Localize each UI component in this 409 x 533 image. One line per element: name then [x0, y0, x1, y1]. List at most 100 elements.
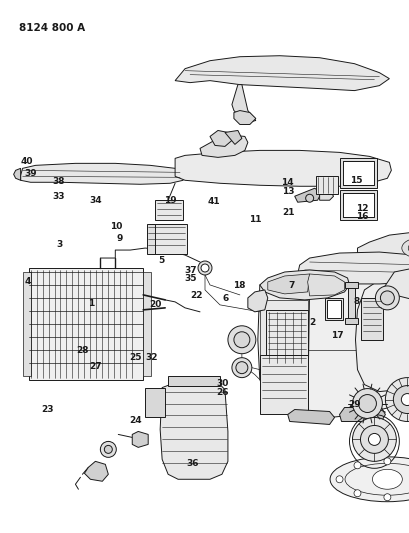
Polygon shape: [233, 110, 255, 125]
Bar: [326, 300, 340, 318]
Circle shape: [235, 362, 247, 374]
Circle shape: [227, 326, 255, 354]
Circle shape: [375, 286, 398, 310]
Text: 30: 30: [216, 379, 228, 388]
Text: 8: 8: [352, 296, 359, 305]
Polygon shape: [175, 56, 389, 91]
Bar: [339, 190, 377, 220]
Text: 15: 15: [349, 176, 362, 185]
Polygon shape: [294, 188, 321, 202]
Ellipse shape: [329, 457, 409, 502]
Text: 36: 36: [186, 458, 198, 467]
Text: 41: 41: [207, 197, 220, 206]
Bar: [155, 200, 183, 220]
Text: 26: 26: [216, 389, 228, 398]
Text: 33: 33: [53, 192, 65, 201]
Text: 38: 38: [53, 177, 65, 186]
Polygon shape: [287, 409, 334, 424]
Polygon shape: [384, 268, 409, 300]
Text: 8124 800 A: 8124 800 A: [18, 23, 85, 33]
Text: 7: 7: [288, 280, 294, 289]
Text: 2: 2: [308, 318, 315, 327]
Text: 10: 10: [110, 222, 122, 231]
Polygon shape: [247, 290, 267, 312]
Circle shape: [305, 194, 313, 202]
Circle shape: [352, 417, 396, 462]
Text: 6: 6: [222, 294, 228, 303]
Text: 16: 16: [355, 212, 368, 221]
Polygon shape: [84, 462, 108, 481]
Text: 21: 21: [282, 208, 294, 217]
Bar: [168, 376, 219, 385]
Polygon shape: [297, 252, 409, 284]
Text: 25: 25: [129, 353, 142, 362]
Bar: [22, 272, 31, 376]
Text: 18: 18: [232, 280, 245, 289]
Circle shape: [357, 394, 375, 413]
Polygon shape: [307, 274, 344, 296]
Ellipse shape: [401, 238, 409, 258]
Circle shape: [352, 389, 382, 418]
Text: 37: 37: [184, 266, 196, 274]
Polygon shape: [357, 232, 409, 265]
Text: 5: 5: [157, 256, 164, 264]
Bar: [361, 298, 382, 340]
Bar: [342, 161, 373, 185]
Text: 32: 32: [145, 353, 158, 362]
Polygon shape: [209, 131, 231, 147]
Text: 4: 4: [25, 277, 31, 286]
Circle shape: [353, 462, 360, 469]
Polygon shape: [13, 168, 20, 180]
Circle shape: [231, 358, 251, 377]
Text: 14: 14: [281, 178, 293, 187]
Polygon shape: [257, 272, 409, 417]
Bar: [152, 224, 187, 254]
Text: 9: 9: [116, 235, 122, 244]
Polygon shape: [200, 135, 247, 157]
Text: 34: 34: [90, 196, 102, 205]
Circle shape: [200, 264, 209, 272]
Text: 29: 29: [347, 400, 360, 409]
Text: 12: 12: [355, 204, 368, 213]
Polygon shape: [225, 131, 241, 144]
Bar: [342, 193, 373, 217]
Circle shape: [233, 332, 249, 348]
Circle shape: [198, 261, 211, 275]
Polygon shape: [339, 408, 384, 422]
Polygon shape: [259, 270, 348, 300]
Ellipse shape: [371, 470, 401, 489]
Text: 11: 11: [249, 215, 261, 224]
Bar: [145, 387, 165, 417]
Text: 24: 24: [129, 416, 142, 425]
Text: 35: 35: [184, 273, 196, 282]
Bar: [259, 354, 307, 415]
Circle shape: [400, 393, 409, 406]
Text: 1: 1: [88, 299, 94, 308]
Text: 17: 17: [330, 331, 343, 340]
Circle shape: [104, 446, 112, 454]
Text: 28: 28: [76, 346, 88, 355]
Polygon shape: [319, 190, 333, 200]
Bar: [344, 318, 357, 324]
Bar: [324, 298, 342, 320]
Text: 3: 3: [56, 240, 63, 249]
Bar: [265, 310, 307, 365]
Circle shape: [392, 385, 409, 414]
Text: 22: 22: [190, 291, 202, 300]
Circle shape: [368, 433, 380, 446]
Circle shape: [335, 476, 342, 483]
Circle shape: [383, 494, 390, 500]
Polygon shape: [259, 300, 307, 394]
Bar: [347, 285, 355, 320]
Bar: [339, 158, 377, 188]
Polygon shape: [160, 382, 227, 479]
Polygon shape: [175, 150, 391, 186]
Text: 13: 13: [281, 187, 293, 196]
Circle shape: [380, 291, 393, 305]
Polygon shape: [132, 431, 148, 447]
Bar: [344, 282, 357, 288]
Bar: [143, 272, 151, 376]
Bar: [315, 176, 337, 194]
Text: 27: 27: [89, 362, 102, 371]
Circle shape: [100, 441, 116, 457]
